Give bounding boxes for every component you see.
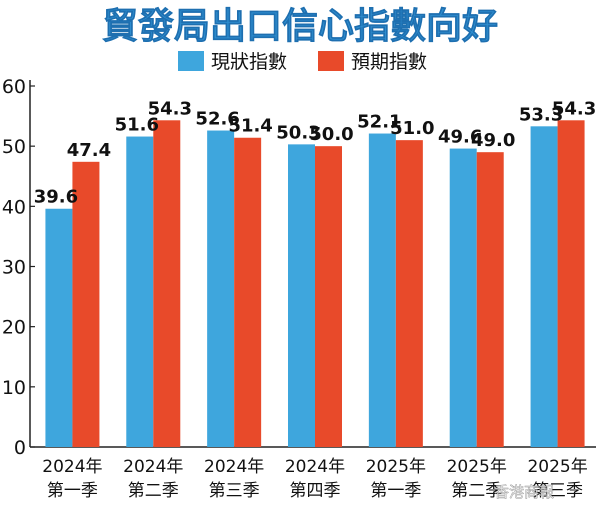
bar-expected-0 — [72, 161, 100, 447]
legend-swatch-0 — [178, 51, 204, 71]
y-tick-label: 0 — [14, 437, 26, 459]
data-label: 54.3 — [552, 98, 596, 119]
bar-current-5 — [449, 148, 477, 447]
x-tick-label-year: 2025年 — [527, 457, 587, 477]
x-tick-label-quarter: 第一季 — [370, 481, 421, 501]
bar-current-6 — [530, 126, 558, 447]
data-label: 50.0 — [309, 124, 353, 145]
y-tick-label: 60 — [2, 76, 26, 98]
y-tick-label: 10 — [2, 377, 26, 399]
x-tick-label-quarter: 第一季 — [47, 481, 98, 501]
legend-label-0: 現狀指數 — [211, 51, 287, 73]
data-label: 53.3 — [519, 104, 563, 125]
chart-title: 貿發局出口信心指數向好 — [102, 6, 498, 47]
bar-current-0 — [45, 208, 73, 447]
data-label: 49.6 — [438, 127, 482, 148]
x-tick-label-quarter: 第四季 — [290, 481, 341, 501]
bar-expected-6 — [557, 120, 585, 448]
x-tick-label-year: 2025年 — [447, 457, 507, 477]
data-label: 54.3 — [148, 98, 192, 119]
y-tick-label: 30 — [2, 257, 26, 279]
x-tick-label-year: 2024年 — [42, 457, 102, 477]
bar-current-4 — [368, 133, 396, 447]
bar-expected-5 — [476, 152, 504, 447]
x-tick-label-year: 2024年 — [123, 457, 183, 477]
data-label: 52.6 — [195, 109, 239, 130]
x-tick-label-quarter: 第二季 — [128, 481, 179, 501]
x-tick-label-quarter: 第三季 — [209, 481, 260, 501]
data-label: 51.0 — [390, 118, 434, 139]
y-tick-label: 40 — [2, 196, 26, 218]
bar-expected-3 — [315, 146, 342, 447]
bar-expected-4 — [395, 140, 423, 447]
bar-current-2 — [207, 130, 235, 448]
data-label: 51.6 — [115, 115, 159, 136]
data-label: 51.4 — [228, 116, 272, 137]
data-label: 39.6 — [34, 187, 78, 208]
bar-expected-1 — [153, 120, 181, 448]
legend-label-1: 預期指數 — [351, 51, 427, 73]
legend-swatch-1 — [318, 51, 344, 71]
x-tick-label-year: 2024年 — [285, 457, 345, 477]
x-tick-label-quarter: 第二季 — [451, 481, 502, 501]
bar-current-3 — [288, 144, 315, 447]
bar-current-1 — [126, 136, 154, 448]
data-label: 50.3 — [276, 122, 320, 143]
x-tick-label-year: 2025年 — [366, 457, 426, 477]
data-label: 47.4 — [67, 140, 111, 161]
y-tick-label: 20 — [2, 317, 26, 339]
x-tick-label-quarter: 第三季 — [532, 481, 583, 501]
y-tick-label: 50 — [2, 136, 26, 158]
watermark: 香港商報 — [494, 483, 554, 501]
x-tick-label-year: 2024年 — [204, 457, 264, 477]
data-label: 52.1 — [357, 112, 401, 133]
data-label: 49.0 — [471, 130, 515, 151]
bar-expected-2 — [234, 137, 262, 447]
